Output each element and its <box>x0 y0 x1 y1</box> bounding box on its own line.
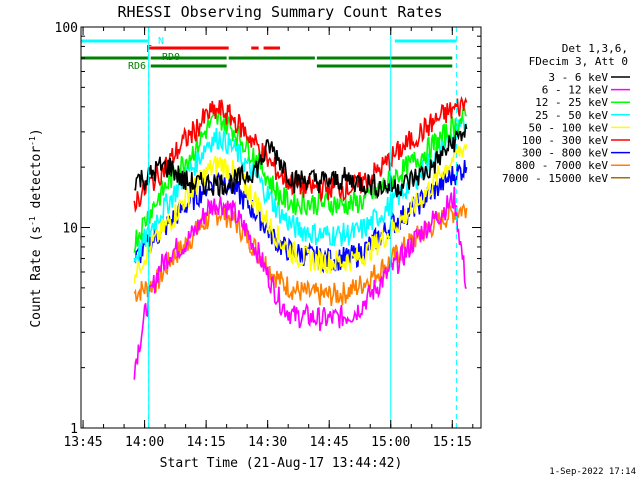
legend-entry-label: 300 - 800 keV <box>522 147 608 160</box>
footer-date: 1-Sep-2022 17:14 <box>549 467 636 477</box>
chart-title: RHESSI Observing Summary Count Rates <box>117 3 442 21</box>
x-axis-label: Start Time (21-Aug-17 13:44:42) <box>160 456 403 471</box>
legend-entry-label: 50 - 100 keV <box>529 121 609 134</box>
legend-entry-label: 25 - 50 keV <box>535 109 608 122</box>
y-axis-label: Count Rate (s-1 detector-1) <box>28 128 44 327</box>
legend-entry-label: 3 - 6 keV <box>548 71 608 84</box>
legend-entry-label: 12 - 25 keV <box>535 96 608 109</box>
series-line <box>133 114 468 263</box>
series-line <box>133 95 468 214</box>
series-line <box>134 123 468 200</box>
x-tick-label: 14:30 <box>248 435 287 450</box>
y-tick-label: 10 <box>62 222 78 237</box>
x-tick-label: 13:45 <box>63 435 102 450</box>
x-tick-label: 14:45 <box>310 435 349 450</box>
legend-entry-label: 7000 - 15000 keV <box>502 172 608 185</box>
series-line <box>133 186 467 380</box>
y-axis: 1 10 100 <box>55 21 481 437</box>
x-axis: 13:45 14:00 14:15 14:30 14:45 15:00 15:15 <box>63 27 474 450</box>
series-line <box>133 143 468 284</box>
series-line <box>133 202 468 307</box>
y-tick-label: 1 <box>70 422 78 437</box>
data-layer <box>133 95 468 380</box>
series-line <box>133 105 468 253</box>
legend-entry-label: 100 - 300 keV <box>522 134 608 147</box>
legend-entry-label: 6 - 12 keV <box>542 84 609 97</box>
legend-entry-label: 800 - 7000 keV <box>515 159 608 172</box>
x-tick-label: 14:15 <box>187 435 226 450</box>
legend-header-line-2: FDecim 3, Att 0 <box>529 55 628 68</box>
flag-label-rd0: RD0 <box>162 52 180 63</box>
y-tick-label: 100 <box>55 21 78 36</box>
legend-header-line-1: Det 1,3,6, <box>562 42 628 55</box>
x-tick-label: 14:00 <box>125 435 164 450</box>
flag-layer: NFRD0RD6 <box>81 36 457 72</box>
flag-label-rd6: RD6 <box>128 61 146 72</box>
x-tick-label: 15:15 <box>433 435 472 450</box>
flag-label-n: N <box>158 36 164 47</box>
x-tick-label: 15:00 <box>371 435 410 450</box>
